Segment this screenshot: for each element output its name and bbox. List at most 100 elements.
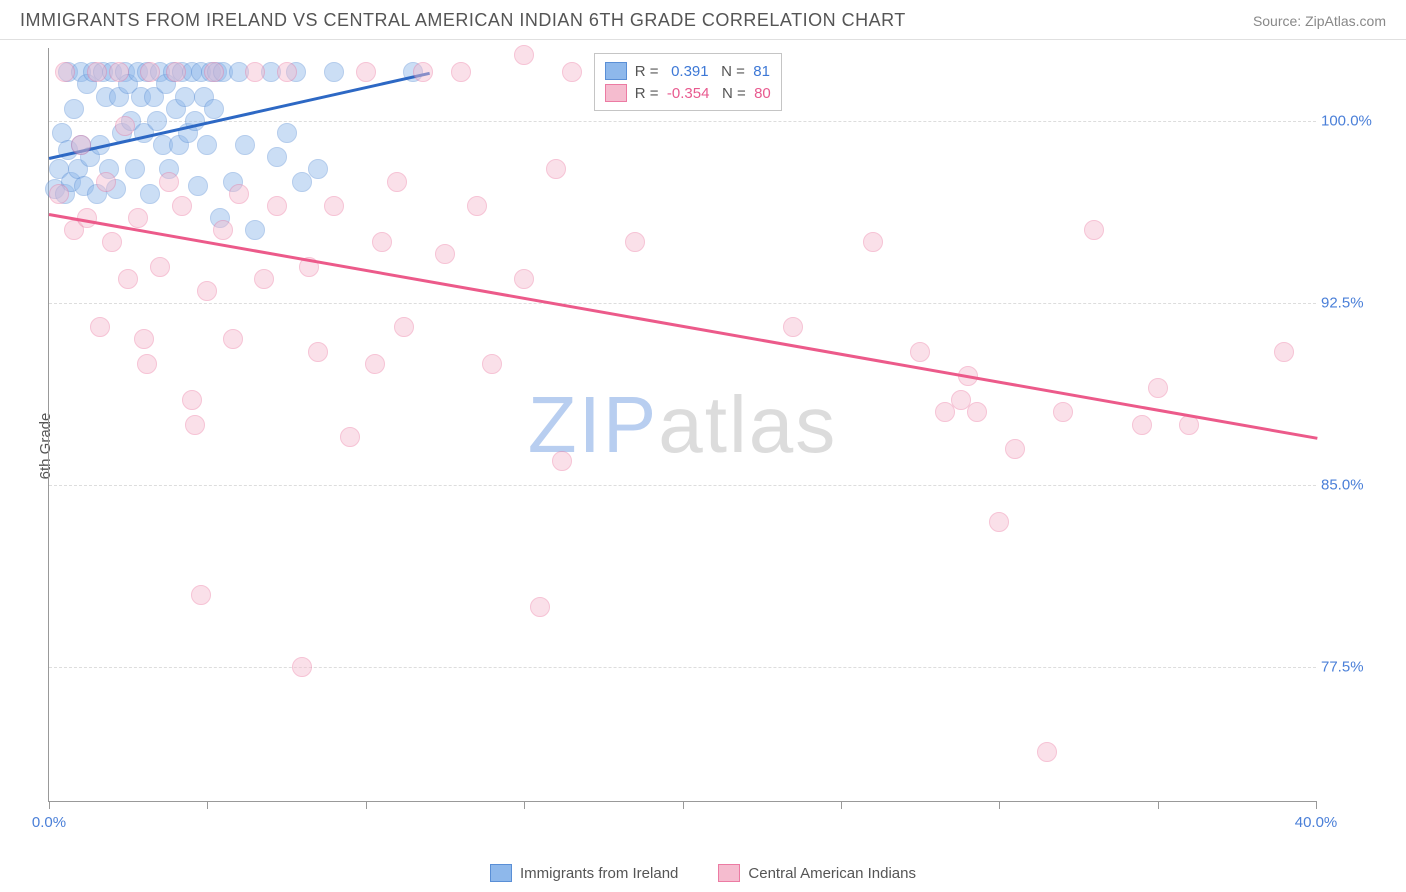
scatter-point <box>68 159 88 179</box>
scatter-point <box>93 62 113 82</box>
y-tick-label: 92.5% <box>1321 295 1381 312</box>
scatter-point <box>552 451 572 471</box>
scatter-point <box>989 512 1009 532</box>
legend-label: Central American Indians <box>748 865 916 882</box>
scatter-point <box>324 62 344 82</box>
scatter-point <box>87 184 107 204</box>
scatter-point <box>245 62 265 82</box>
scatter-point <box>109 62 129 82</box>
gridline <box>49 667 1316 668</box>
x-tick <box>1158 801 1159 809</box>
scatter-point <box>137 354 157 374</box>
x-tick <box>524 801 525 809</box>
scatter-point <box>64 220 84 240</box>
scatter-point <box>261 62 281 82</box>
scatter-point <box>1132 415 1152 435</box>
x-tick-label: 40.0% <box>1295 814 1338 831</box>
scatter-point <box>967 402 987 422</box>
scatter-point <box>210 208 230 228</box>
x-tick <box>999 801 1000 809</box>
bottom-legend-item: Central American Indians <box>718 864 916 882</box>
scatter-point <box>229 62 249 82</box>
scatter-point <box>1037 742 1057 762</box>
scatter-point <box>134 329 154 349</box>
scatter-point <box>229 184 249 204</box>
scatter-point <box>153 135 173 155</box>
scatter-point <box>185 415 205 435</box>
scatter-point <box>1005 439 1025 459</box>
scatter-point <box>172 62 192 82</box>
scatter-point <box>118 74 138 94</box>
scatter-point <box>99 159 119 179</box>
scatter-point <box>910 342 930 362</box>
x-tick <box>49 801 50 809</box>
stats-legend: R = 0.391 N = 81R = -0.354 N = 80 <box>594 53 782 111</box>
scatter-point <box>191 62 211 82</box>
chart-container: ZIPatlas 77.5%85.0%92.5%100.0%0.0%40.0%R… <box>48 48 1386 832</box>
scatter-point <box>58 62 78 82</box>
scatter-point <box>55 184 75 204</box>
scatter-point <box>308 342 328 362</box>
scatter-point <box>783 317 803 337</box>
scatter-point <box>115 116 135 136</box>
scatter-point <box>197 281 217 301</box>
scatter-point <box>191 585 211 605</box>
scatter-point <box>308 159 328 179</box>
watermark: ZIPatlas <box>528 379 837 471</box>
scatter-point <box>159 172 179 192</box>
scatter-point <box>863 232 883 252</box>
scatter-point <box>102 232 122 252</box>
chart-title: IMMIGRANTS FROM IRELAND VS CENTRAL AMERI… <box>20 10 906 31</box>
scatter-point <box>144 87 164 107</box>
scatter-point <box>1084 220 1104 240</box>
scatter-point <box>102 62 122 82</box>
scatter-point <box>546 159 566 179</box>
scatter-point <box>267 147 287 167</box>
scatter-point <box>71 62 91 82</box>
y-tick-label: 77.5% <box>1321 659 1381 676</box>
scatter-point <box>365 354 385 374</box>
watermark-zip: ZIP <box>528 380 658 469</box>
scatter-point <box>1053 402 1073 422</box>
scatter-point <box>277 62 297 82</box>
scatter-point <box>128 62 148 82</box>
x-tick-label: 0.0% <box>32 814 66 831</box>
gridline <box>49 121 1316 122</box>
scatter-point <box>150 257 170 277</box>
y-tick-label: 85.0% <box>1321 477 1381 494</box>
scatter-point <box>235 135 255 155</box>
x-tick <box>683 801 684 809</box>
scatter-point <box>109 87 129 107</box>
scatter-point <box>1274 342 1294 362</box>
watermark-atlas: atlas <box>658 380 837 469</box>
scatter-point <box>128 208 148 228</box>
scatter-point <box>140 62 160 82</box>
scatter-point <box>96 87 116 107</box>
scatter-point <box>935 402 955 422</box>
scatter-point <box>182 62 202 82</box>
scatter-point <box>125 159 145 179</box>
scatter-point <box>625 232 645 252</box>
scatter-point <box>394 317 414 337</box>
scatter-point <box>286 62 306 82</box>
scatter-point <box>372 232 392 252</box>
scatter-point <box>213 62 233 82</box>
scatter-point <box>324 196 344 216</box>
scatter-point <box>175 87 195 107</box>
legend-swatch <box>605 84 627 102</box>
scatter-point <box>204 62 224 82</box>
scatter-point <box>1148 378 1168 398</box>
scatter-point <box>87 62 107 82</box>
scatter-point <box>156 74 176 94</box>
legend-label: Immigrants from Ireland <box>520 865 678 882</box>
scatter-point <box>223 329 243 349</box>
scatter-point <box>467 196 487 216</box>
scatter-point <box>267 196 287 216</box>
scatter-point <box>562 62 582 82</box>
scatter-point <box>245 220 265 240</box>
scatter-point <box>223 172 243 192</box>
scatter-point <box>356 62 376 82</box>
stats-legend-row: R = -0.354 N = 80 <box>605 82 771 104</box>
scatter-point <box>340 427 360 447</box>
scatter-point <box>201 62 221 82</box>
